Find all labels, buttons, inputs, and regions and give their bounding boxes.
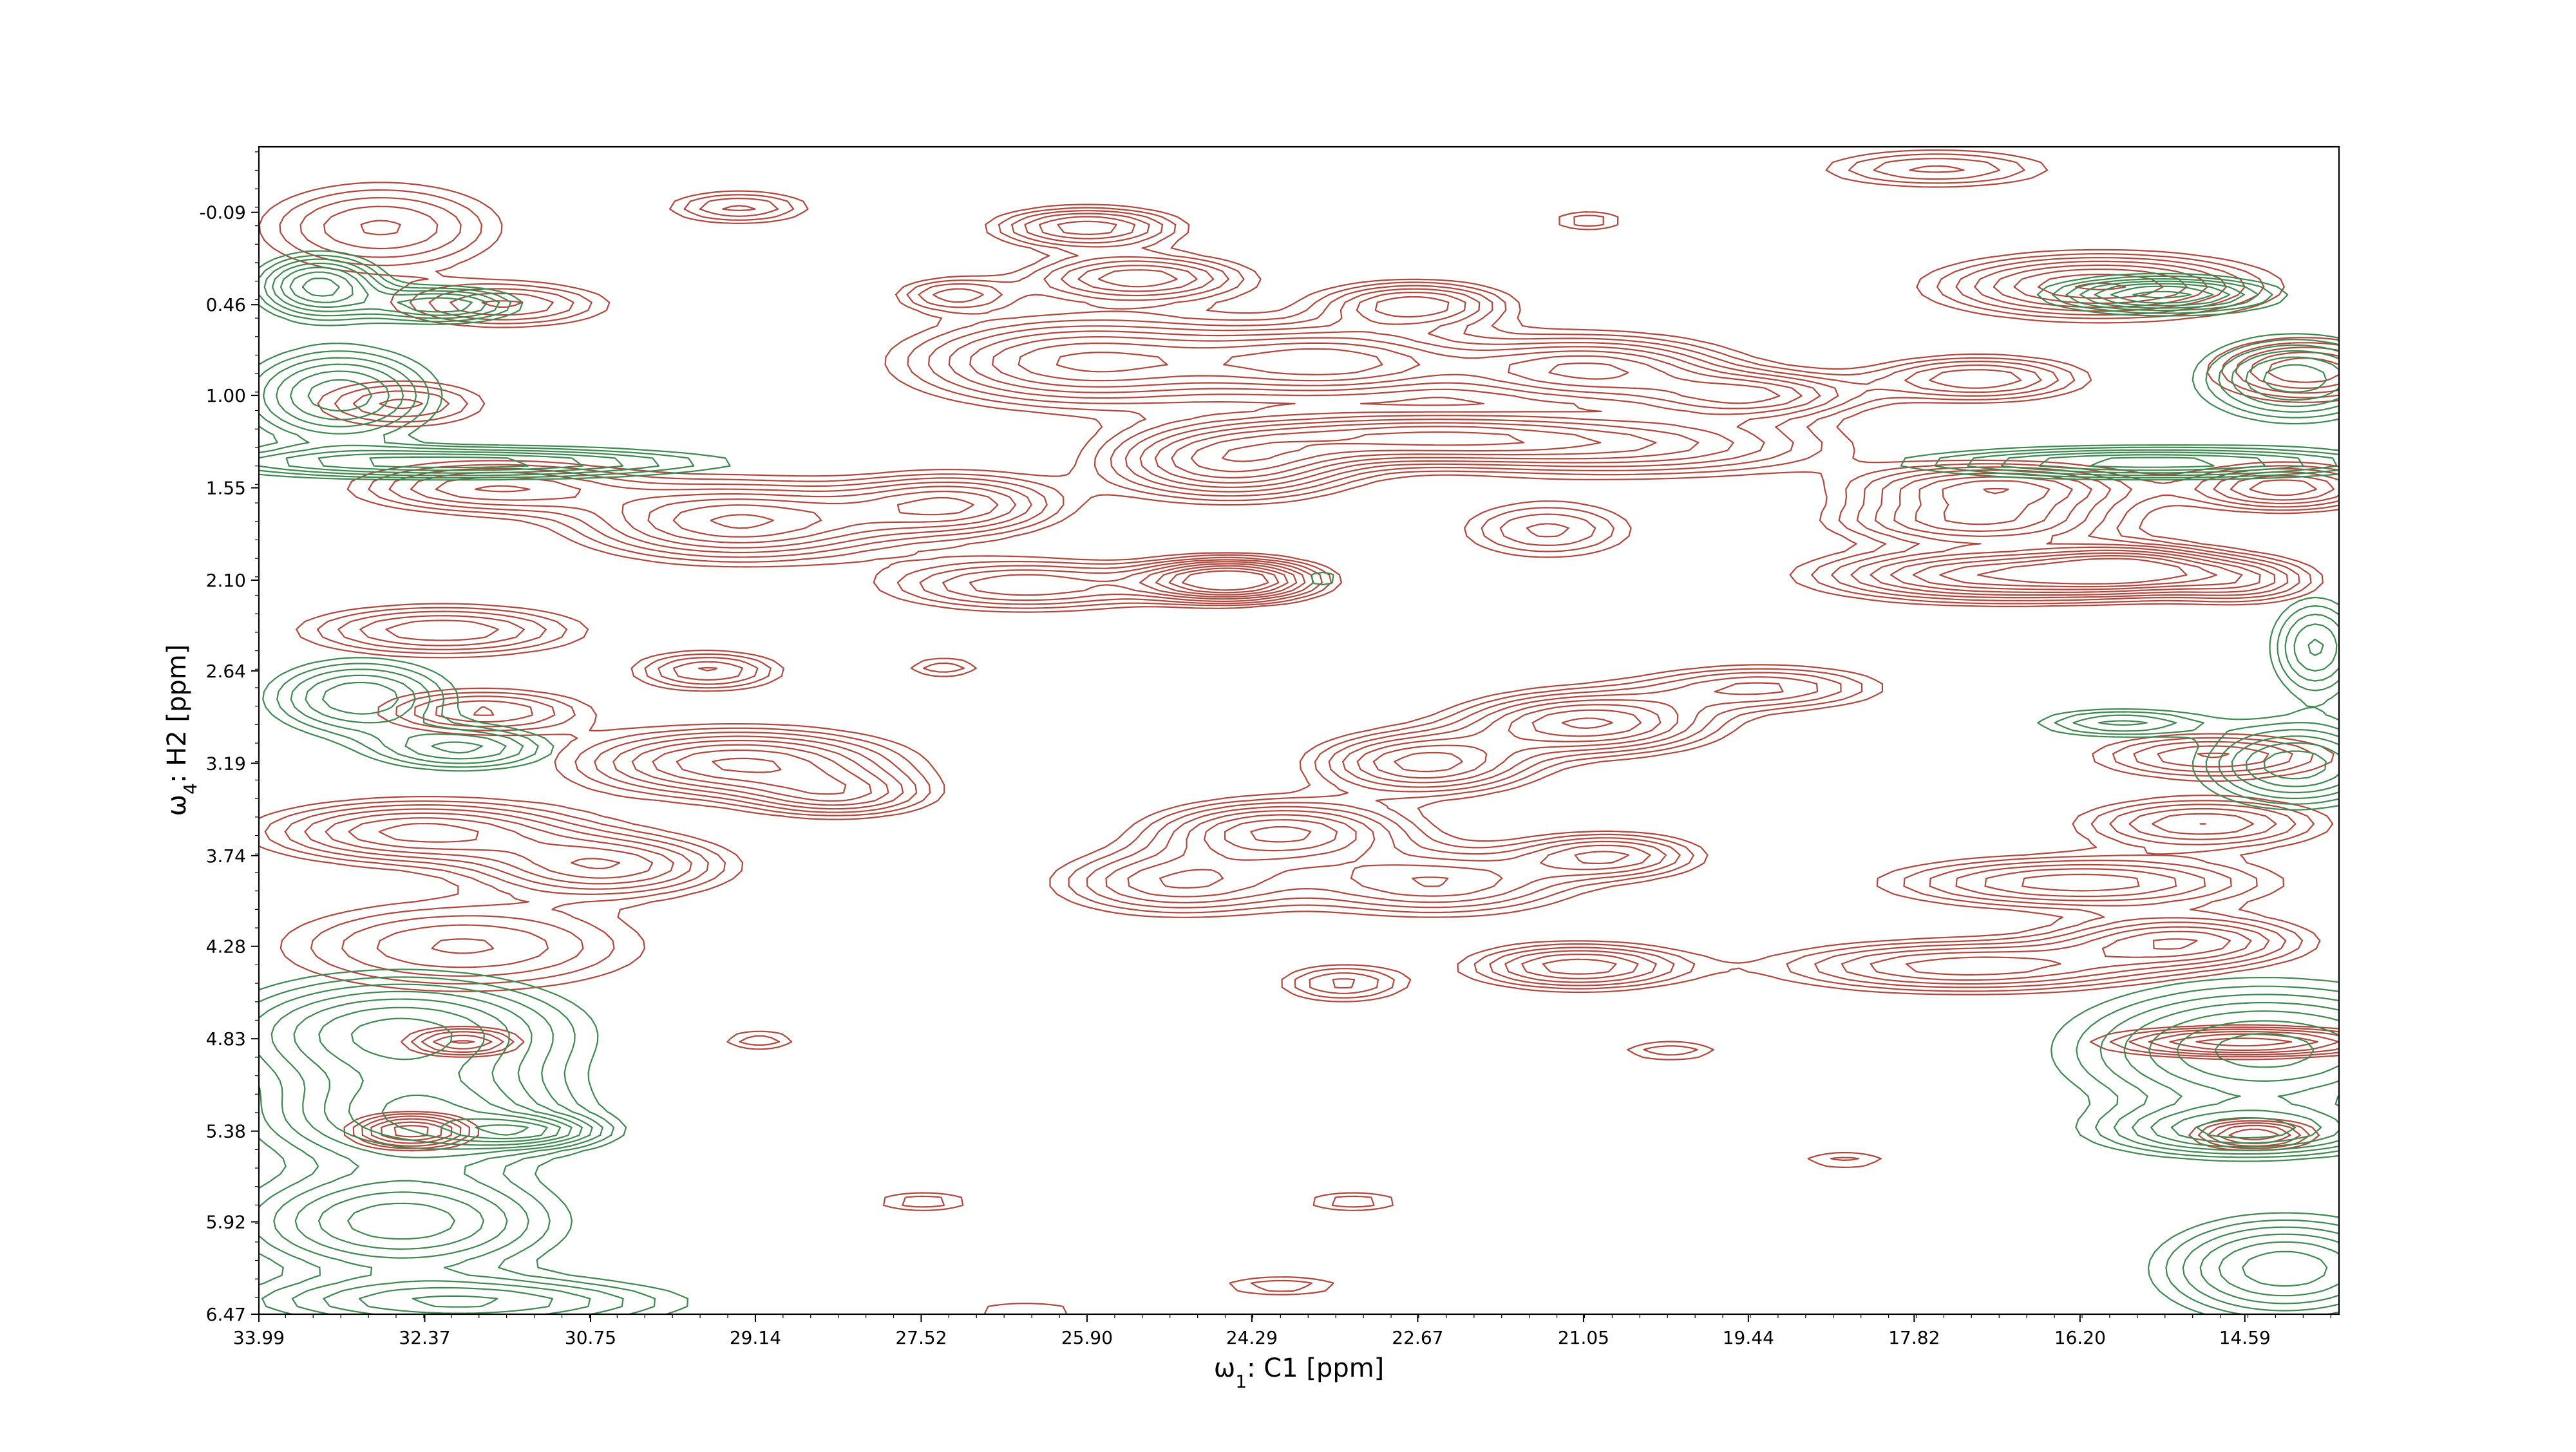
positive-contour-level-7 <box>710 282 2217 843</box>
x-tick-label: 32.37 <box>399 1327 450 1348</box>
positive-contour-level-6 <box>378 274 2243 950</box>
y-tick-label: 2.64 <box>206 661 246 682</box>
positive-contour-level-8 <box>1181 431 2188 591</box>
y-tick-label: 4.28 <box>206 936 246 957</box>
x-tick-label: 24.29 <box>1226 1327 1278 1348</box>
x-tick-label: 25.90 <box>1061 1327 1113 1348</box>
y-tick-label: 2.10 <box>206 570 246 591</box>
x-tick-label: 16.20 <box>2054 1327 2106 1348</box>
y-tick-label: 6.47 <box>206 1304 246 1325</box>
x-tick-label: 17.82 <box>1888 1327 1940 1348</box>
negative-contour-level-3 <box>270 262 2339 1314</box>
x-tick-label: 22.67 <box>1392 1327 1443 1348</box>
y-tick-label: 1.00 <box>206 385 246 406</box>
negative-contour-level-7 <box>440 1118 548 1140</box>
positive-contour-level-4 <box>325 216 2339 1141</box>
x-tick-label: 29.14 <box>730 1327 781 1348</box>
x-tick-label: 27.52 <box>895 1327 947 1348</box>
y-tick-label: 0.46 <box>206 294 246 316</box>
positive-contour-level-2 <box>284 158 2339 1147</box>
negative-contour-level-0 <box>259 250 2339 1314</box>
positive-contour-level-3 <box>304 165 2339 1144</box>
negative-contour-level-4 <box>279 267 2339 1314</box>
contour-layer <box>259 149 2339 1314</box>
negative-contour-level-8 <box>475 1124 529 1136</box>
y-axis: -0.09 0.46 1.00 1.55 2.10 2.64 3.19 3.74 4.28 4.8… <box>200 151 259 1325</box>
x-tick-label: 14.59 <box>2219 1327 2271 1348</box>
negative-contour-level-5 <box>289 271 2339 1308</box>
y-tick-label: 5.92 <box>206 1212 246 1233</box>
x-tick-label: 30.75 <box>565 1327 616 1348</box>
x-tick-label: 33.99 <box>233 1327 285 1348</box>
x-tick-label: 19.44 <box>1723 1327 1774 1348</box>
y-tick-label: 3.19 <box>206 753 246 774</box>
y-tick-label: 4.83 <box>206 1028 246 1050</box>
y-tick-label: -0.09 <box>200 202 246 223</box>
y-tick-label: 1.55 <box>206 478 246 499</box>
positive-contour-level-0 <box>259 149 2339 1314</box>
negative-contour-level-2 <box>259 258 2339 1314</box>
plot-frame <box>258 146 2340 1315</box>
positive-contour-level-5 <box>348 220 2317 1138</box>
negative-contour-level-6 <box>301 278 2315 1143</box>
x-axis: 33.99 32.37 30.75 29.14 27.52 25.90 24.29 22.67… <box>233 1314 2331 1348</box>
y-tick-label: 5.38 <box>206 1121 246 1142</box>
negative-contour-level-1 <box>259 254 2339 1314</box>
x-tick-label: 21.05 <box>1558 1327 1609 1348</box>
y-tick-label: 3.74 <box>206 845 246 867</box>
